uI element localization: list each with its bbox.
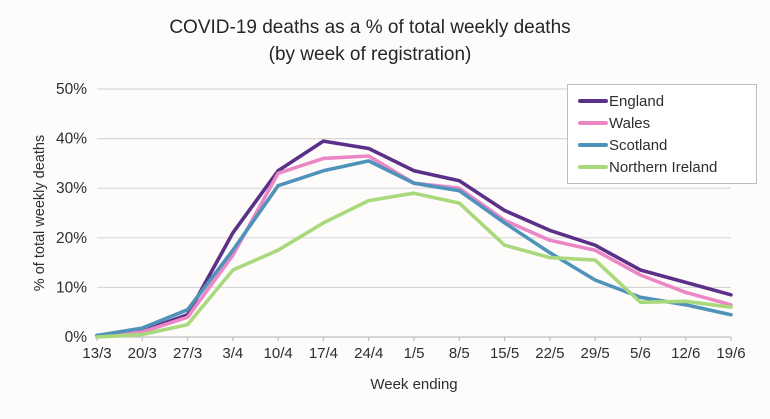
x-tick-label-24/4: 24/4 — [354, 345, 383, 362]
x-tick-label-1/5: 1/5 — [404, 345, 425, 362]
legend-label-scotland: Scotland — [609, 136, 668, 154]
chart-legend: England Wales Scotland Northern Ireland — [567, 84, 757, 184]
legend-item-england: England — [578, 90, 748, 112]
x-tick-label-15/5: 15/5 — [490, 345, 519, 362]
y-tick-label-20%: 20% — [56, 230, 87, 247]
legend-item-northern-ireland: Northern Ireland — [578, 156, 748, 178]
x-tick-label-22/5: 22/5 — [535, 345, 564, 362]
chart-title-line2: (by week of registration) — [268, 44, 472, 65]
x-tick-label-27/3: 27/3 — [173, 345, 202, 362]
series-line-northern-ireland — [95, 191, 733, 339]
legend-label-northern-ireland: Northern Ireland — [609, 158, 718, 176]
legend-swatch-scotland — [578, 142, 608, 148]
x-tick-label-12/6: 12/6 — [671, 345, 700, 362]
y-tick-label-50%: 50% — [56, 81, 87, 98]
chart-title: COVID-19 deaths as a % of total weekly d… — [0, 14, 740, 68]
x-tick-label-29/5: 29/5 — [581, 345, 610, 362]
x-tick-label-20/3: 20/3 — [128, 345, 157, 362]
x-tick-label-8/5: 8/5 — [449, 345, 470, 362]
x-tick-label-10/4: 10/4 — [264, 345, 293, 362]
y-tick-label-10%: 10% — [56, 279, 87, 296]
legend-item-scotland: Scotland — [578, 134, 748, 156]
x-tick-label-3/4: 3/4 — [222, 345, 243, 362]
legend-label-wales: Wales — [609, 114, 651, 132]
y-tick-label-0%: 0% — [65, 329, 88, 346]
chart-title-line1: COVID-19 deaths as a % of total weekly d… — [169, 17, 571, 38]
y-tick-label-30%: 30% — [56, 180, 87, 197]
x-tick-label-13/3: 13/3 — [82, 345, 111, 362]
x-tick-label-17/4: 17/4 — [309, 345, 338, 362]
x-tick-label-5/6: 5/6 — [630, 345, 651, 362]
legend-swatch-northern-ireland — [578, 164, 608, 170]
legend-label-england: England — [609, 92, 665, 110]
x-axis-title: Week ending — [370, 376, 458, 393]
legend-swatch-wales — [578, 120, 608, 126]
x-tick-label-19/6: 19/6 — [716, 345, 745, 362]
series-line-scotland — [95, 159, 733, 338]
legend-item-wales: Wales — [578, 112, 748, 134]
legend-swatch-england — [578, 98, 608, 104]
y-tick-label-40%: 40% — [56, 131, 87, 148]
